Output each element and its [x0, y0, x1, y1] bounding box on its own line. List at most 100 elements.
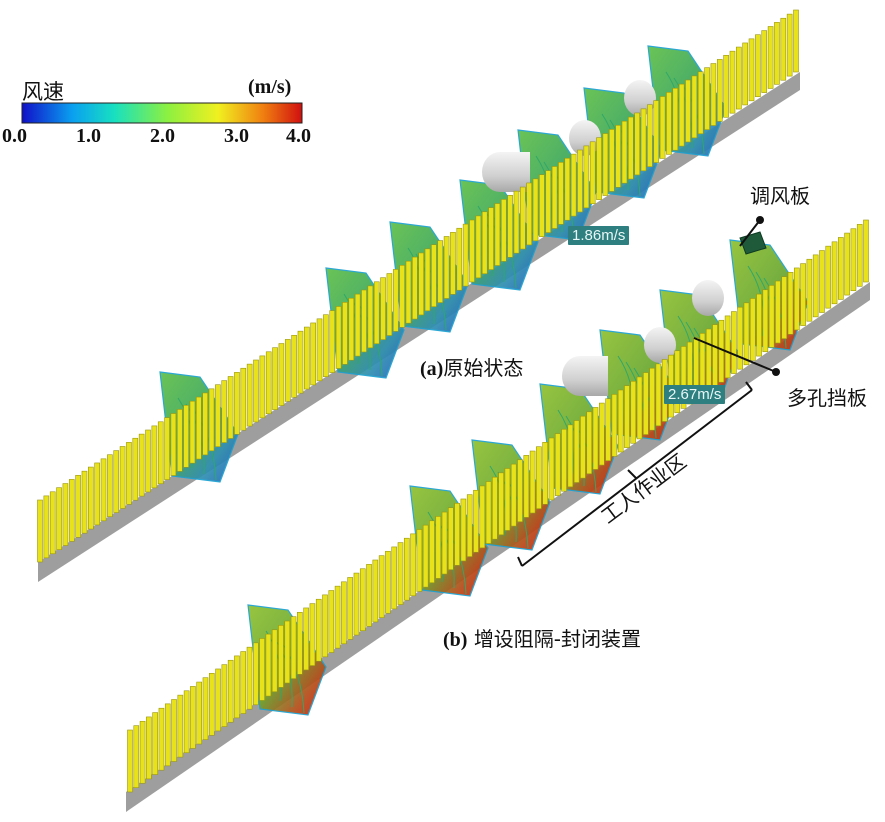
post [146, 716, 152, 780]
damper-label: 调风板 [750, 184, 810, 208]
post [227, 659, 234, 723]
post [334, 585, 341, 649]
post [240, 367, 247, 431]
post [653, 100, 660, 163]
post [119, 446, 126, 509]
post [819, 250, 825, 313]
post [716, 59, 723, 122]
post [157, 421, 164, 485]
baffle-label: 多孔挡板 [787, 386, 867, 410]
post [303, 607, 309, 671]
post [215, 668, 221, 732]
post [718, 319, 725, 383]
post [737, 306, 743, 370]
post [678, 83, 685, 147]
post [348, 297, 355, 361]
post [492, 476, 498, 540]
post [704, 67, 710, 130]
post [583, 145, 590, 209]
post [94, 462, 100, 526]
post [742, 42, 748, 106]
post [265, 633, 272, 697]
post [567, 424, 574, 488]
post [710, 63, 717, 126]
post [189, 400, 196, 464]
post [253, 642, 259, 706]
post [542, 442, 548, 505]
post [441, 511, 448, 575]
post [145, 429, 151, 493]
post [573, 420, 580, 483]
post [278, 343, 285, 406]
post [731, 311, 737, 374]
post [640, 108, 647, 172]
post [139, 720, 146, 784]
post [598, 402, 605, 466]
post [361, 289, 367, 353]
post [431, 244, 437, 308]
post [315, 598, 322, 662]
panel-a-speed-label: 1.86m/s [568, 226, 630, 245]
post [49, 491, 56, 555]
post [672, 87, 679, 151]
post [605, 398, 611, 462]
post [628, 116, 634, 180]
post [647, 104, 653, 168]
post [774, 22, 780, 85]
post [761, 30, 768, 93]
post [234, 372, 240, 435]
post [621, 120, 628, 184]
post [138, 433, 145, 497]
post [643, 372, 649, 435]
damper-leader-dot [756, 216, 764, 224]
post [475, 215, 482, 279]
post [775, 280, 781, 344]
post [655, 363, 662, 427]
post [548, 437, 555, 501]
post [812, 254, 819, 318]
post [304, 326, 310, 390]
post [386, 273, 393, 336]
post [56, 487, 62, 550]
post [309, 603, 316, 666]
legend-tick: 3.0 [224, 125, 249, 147]
post [290, 616, 297, 679]
panel-b-caption: (b) 增设阻隔-封闭装置 [443, 627, 642, 651]
post [510, 463, 517, 527]
post [297, 330, 304, 394]
post [523, 455, 530, 518]
post [768, 285, 775, 348]
post [448, 507, 454, 570]
post [825, 245, 832, 309]
post [780, 17, 787, 81]
post [265, 351, 272, 415]
post [856, 224, 863, 287]
post [259, 638, 265, 701]
post [202, 392, 208, 456]
post [507, 194, 513, 258]
post [504, 468, 511, 531]
post [196, 396, 202, 460]
post [152, 712, 158, 775]
post [596, 137, 602, 200]
post [577, 149, 583, 213]
post [532, 178, 539, 242]
post [158, 707, 165, 771]
post [422, 524, 429, 588]
post [691, 75, 698, 139]
post [806, 258, 813, 322]
post [359, 568, 366, 632]
post [132, 437, 139, 501]
post [800, 263, 806, 326]
post [88, 466, 94, 530]
post [347, 577, 353, 640]
post [712, 324, 718, 387]
damper-leader [739, 219, 761, 247]
post [469, 219, 475, 283]
post [151, 425, 158, 489]
post [443, 236, 450, 299]
post [666, 92, 672, 155]
post [551, 166, 558, 229]
post [278, 625, 284, 688]
